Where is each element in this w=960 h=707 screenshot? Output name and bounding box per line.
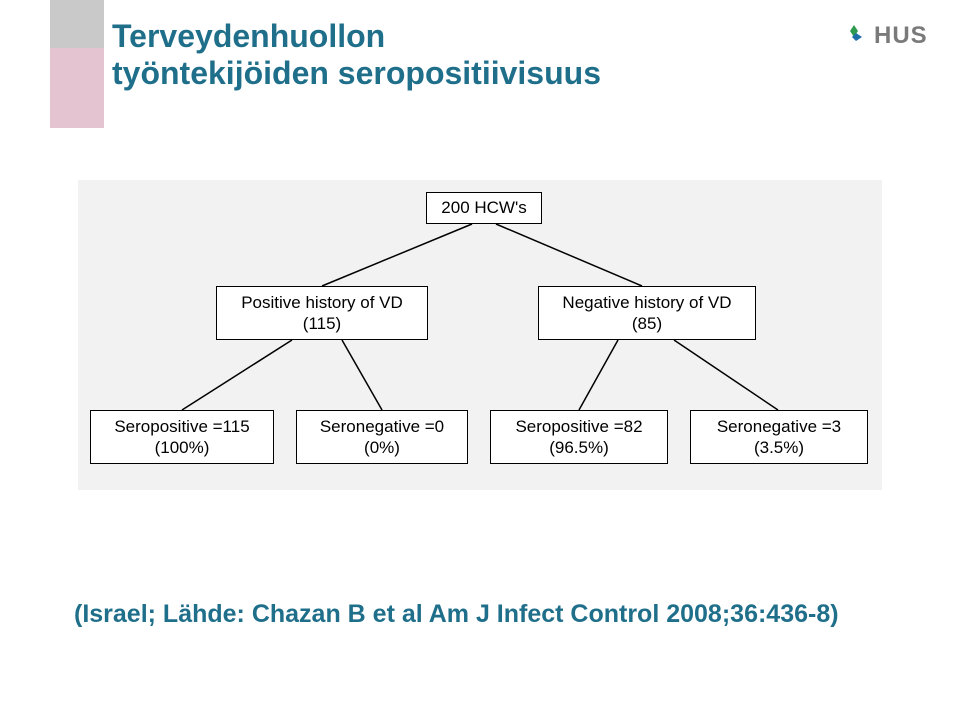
node-label: (100%) <box>155 437 210 458</box>
node-label: (85) <box>632 313 662 334</box>
node-seronegative-0: Seronegative =0 (0%) <box>296 410 468 464</box>
node-label: 200 HCW's <box>441 197 526 218</box>
slide-title: Terveydenhuollon työntekijöiden seroposi… <box>112 18 601 92</box>
slide: Terveydenhuollon työntekijöiden seroposi… <box>0 0 960 707</box>
decor-pink-block <box>50 48 104 128</box>
edge <box>322 224 472 286</box>
node-seronegative-3: Seronegative =3 (3.5%) <box>690 410 868 464</box>
node-label: (96.5%) <box>549 437 609 458</box>
title-line-2: työntekijöiden seropositiivisuus <box>112 55 601 92</box>
hus-logo-text: HUS <box>874 22 928 50</box>
node-label: Seropositive =82 <box>515 416 642 437</box>
edge <box>674 340 778 410</box>
node-label: Seronegative =0 <box>320 416 444 437</box>
node-negative-history: Negative history of VD (85) <box>538 286 756 340</box>
node-root: 200 HCW's <box>426 192 542 224</box>
node-label: (115) <box>303 313 341 334</box>
hus-logo-icon <box>842 23 868 49</box>
node-seropositive-115: Seropositive =115 (100%) <box>90 410 274 464</box>
node-label: Seropositive =115 <box>114 416 249 437</box>
title-line-1: Terveydenhuollon <box>112 18 601 55</box>
node-label: (3.5%) <box>754 437 804 458</box>
node-label: Negative history of VD <box>562 292 731 313</box>
edge <box>496 224 642 286</box>
node-label: (0%) <box>364 437 400 458</box>
node-seropositive-82: Seropositive =82 (96.5%) <box>490 410 668 464</box>
node-label: Seronegative =3 <box>717 416 841 437</box>
citation-text: (Israel; Lähde: Chazan B et al Am J Infe… <box>74 600 839 629</box>
node-positive-history: Positive history of VD (115) <box>216 286 428 340</box>
hus-logo: HUS <box>842 22 928 50</box>
edge <box>182 340 292 410</box>
decor-gray-block <box>50 0 104 48</box>
edge <box>342 340 382 410</box>
edge <box>579 340 618 410</box>
flowchart: 200 HCW's Positive history of VD (115) N… <box>78 180 882 490</box>
node-label: Positive history of VD <box>241 292 403 313</box>
